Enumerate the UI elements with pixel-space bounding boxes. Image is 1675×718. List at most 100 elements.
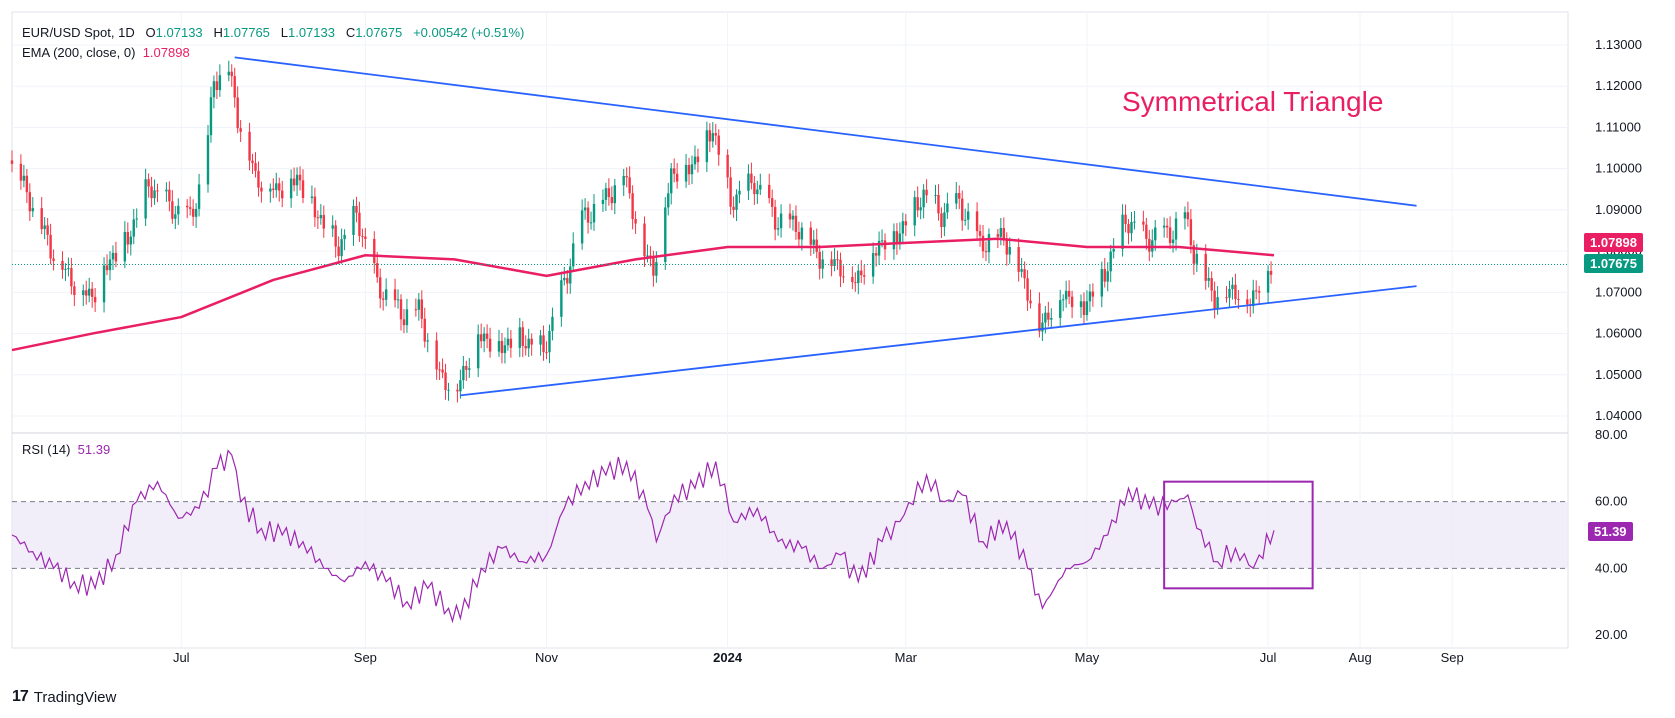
candle-body[interactable]: [292, 178, 296, 186]
candle-body[interactable]: [530, 338, 533, 345]
candle-body[interactable]: [652, 257, 655, 276]
candle-body[interactable]: [1029, 300, 1032, 304]
candle-body[interactable]: [1213, 290, 1216, 309]
candle-body[interactable]: [40, 208, 43, 230]
candle-body[interactable]: [423, 318, 426, 342]
candle-body[interactable]: [1038, 303, 1041, 332]
candle-body[interactable]: [717, 135, 720, 155]
candle-body[interactable]: [863, 275, 866, 277]
candle-body[interactable]: [402, 319, 406, 326]
candle-body[interactable]: [1266, 270, 1270, 293]
candle-body[interactable]: [628, 177, 631, 194]
candle-body[interactable]: [895, 231, 899, 245]
candle-body[interactable]: [1002, 228, 1006, 239]
candle-body[interactable]: [1207, 278, 1210, 281]
candle-body[interactable]: [880, 240, 884, 242]
candle-body[interactable]: [239, 128, 242, 132]
candle-body[interactable]: [194, 208, 198, 217]
candle-body[interactable]: [479, 334, 483, 342]
candle-body[interactable]: [90, 288, 94, 297]
candle-body[interactable]: [171, 201, 174, 219]
candle-body[interactable]: [996, 234, 1000, 237]
candle-body[interactable]: [1174, 218, 1178, 240]
candle-body[interactable]: [168, 189, 171, 202]
candle-body[interactable]: [257, 170, 260, 188]
candle-body[interactable]: [352, 205, 355, 235]
candle-body[interactable]: [1059, 300, 1062, 318]
candle-body[interactable]: [337, 246, 340, 257]
candle-body[interactable]: [839, 259, 842, 277]
candle-body[interactable]: [1067, 290, 1071, 297]
candle-body[interactable]: [566, 277, 569, 284]
candle-body[interactable]: [301, 180, 305, 198]
candle-body[interactable]: [343, 234, 346, 240]
candle-body[interactable]: [1020, 269, 1023, 272]
candle-body[interactable]: [156, 190, 159, 192]
candle-body[interactable]: [1210, 278, 1213, 291]
candle-body[interactable]: [788, 213, 792, 220]
candle-body[interactable]: [132, 219, 135, 237]
candle-body[interactable]: [634, 219, 637, 224]
candle-body[interactable]: [901, 221, 905, 234]
candle-body[interactable]: [542, 335, 545, 353]
candle-body[interactable]: [331, 225, 334, 229]
candle-body[interactable]: [135, 218, 138, 220]
candle-body[interactable]: [82, 290, 85, 296]
rsi-line[interactable]: [11, 449, 1275, 624]
candle-body[interactable]: [747, 173, 750, 191]
candle-body[interactable]: [655, 262, 658, 276]
candle-body[interactable]: [129, 236, 132, 245]
candle-body[interactable]: [85, 290, 88, 296]
candle-body[interactable]: [25, 175, 29, 193]
candle-body[interactable]: [1148, 238, 1151, 252]
candle-body[interactable]: [753, 183, 756, 195]
candle-body[interactable]: [248, 131, 251, 161]
candle-body[interactable]: [70, 268, 73, 287]
candle-body[interactable]: [230, 71, 233, 77]
candle-body[interactable]: [693, 156, 697, 165]
candle-body[interactable]: [88, 288, 91, 296]
candle-body[interactable]: [52, 258, 55, 261]
candle-body[interactable]: [1216, 297, 1219, 309]
candle-body[interactable]: [779, 213, 783, 229]
candle-body[interactable]: [1047, 312, 1050, 320]
candle-body[interactable]: [108, 259, 112, 271]
candle-body[interactable]: [548, 330, 551, 353]
candle-body[interactable]: [177, 205, 180, 215]
candle-body[interactable]: [298, 174, 302, 181]
candle-body[interactable]: [272, 188, 275, 190]
candle-body[interactable]: [447, 389, 450, 391]
candle-body[interactable]: [1026, 278, 1029, 301]
candle-body[interactable]: [955, 193, 958, 204]
candle-body[interactable]: [233, 76, 236, 98]
candle-body[interactable]: [836, 259, 839, 261]
candle-body[interactable]: [19, 163, 23, 181]
candle-body[interactable]: [610, 197, 614, 204]
candle-body[interactable]: [963, 219, 967, 221]
candle-body[interactable]: [1050, 317, 1053, 320]
candle-body[interactable]: [1192, 245, 1196, 264]
candle-body[interactable]: [236, 97, 239, 129]
candle-body[interactable]: [860, 270, 863, 276]
candle-body[interactable]: [334, 225, 337, 247]
candle-body[interactable]: [1195, 253, 1199, 264]
candle-body[interactable]: [393, 289, 397, 301]
candle-body[interactable]: [379, 277, 382, 299]
candle-body[interactable]: [1103, 269, 1106, 282]
candle-body[interactable]: [456, 389, 459, 392]
candle-body[interactable]: [465, 366, 468, 370]
candle-body[interactable]: [580, 210, 584, 244]
candle-body[interactable]: [726, 154, 729, 178]
candle-body[interactable]: [364, 236, 367, 239]
candle-body[interactable]: [572, 243, 575, 267]
candle-body[interactable]: [1162, 225, 1166, 228]
candle-body[interactable]: [524, 345, 527, 349]
candle-body[interactable]: [1237, 298, 1240, 300]
candle-body[interactable]: [705, 130, 709, 163]
candle-body[interactable]: [462, 366, 465, 381]
candle-body[interactable]: [759, 184, 762, 190]
candle-body[interactable]: [114, 252, 118, 262]
candle-body[interactable]: [987, 234, 991, 253]
candle-body[interactable]: [295, 174, 299, 186]
candle-body[interactable]: [1234, 284, 1237, 299]
